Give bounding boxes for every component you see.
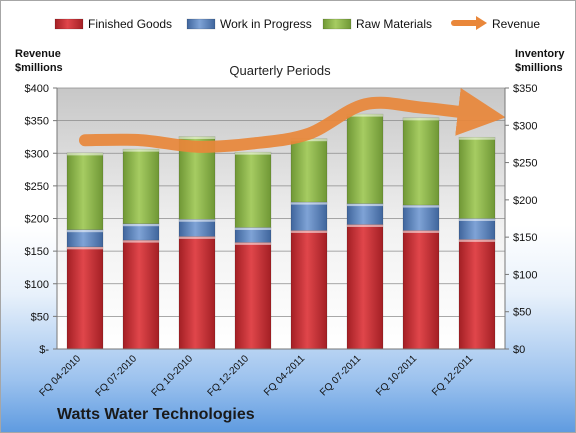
bar-finished-goods [402,230,440,350]
bar-raw-materials-highlight [179,136,215,139]
bar-finished-goods-highlight [403,230,439,233]
bar-work-in-progress-highlight [235,227,271,230]
bar-finished-goods [346,224,384,350]
left-tick-label: $150 [25,246,49,258]
bar-work-in-progress-highlight [67,229,103,233]
bar-finished-goods-highlight [67,246,103,250]
right-tick-label: $150 [513,232,537,244]
left-tick-label: $200 [25,214,49,226]
bar-finished-goods-highlight [235,242,271,245]
bar-finished-goods-highlight [459,239,495,242]
left-tick-label: $100 [25,279,49,291]
company-name: Watts Water Technologies [57,406,255,423]
bar-work-in-progress-highlight [123,223,159,227]
bar-raw-materials [234,151,272,228]
bar-finished-goods [234,242,272,350]
right-tick-label: $250 [513,158,537,170]
right-axis-label-line2: $millions [515,62,563,74]
x-tick-label: FQ 07-2011 [318,353,363,398]
bar-finished-goods-highlight [179,236,215,239]
legend-label: Work in Progress [220,17,312,31]
right-axis-label-line1: Inventory [515,48,565,60]
right-tick-label: $0 [513,344,525,356]
right-tick-label: $300 [513,120,537,132]
left-tick-label: $350 [25,116,49,128]
left-tick-label: $- [39,344,49,356]
bar-work-in-progress-highlight [459,218,495,221]
x-tick-label: FQ 04-2010 [38,353,84,399]
revenue-line-group [79,88,506,153]
bars-group [66,113,496,350]
bar-raw-materials-highlight [347,114,383,117]
x-tick-label: FQ 12-2010 [206,353,252,399]
legend-revenue-arrow [476,16,487,30]
bar-raw-materials-highlight [403,117,439,121]
bar-work-in-progress [458,218,496,240]
bar-raw-materials [290,138,328,203]
x-tick-label: FQ 07-2010 [94,353,140,399]
x-tick-label: FQ 12-2011 [430,353,475,398]
bar-finished-goods [290,230,328,350]
bar-finished-goods-highlight [123,240,159,243]
left-axis-label-line1: Revenue [15,48,61,60]
bar-finished-goods-highlight [291,230,327,233]
bar-raw-materials-highlight [67,152,103,156]
bar-work-in-progress [346,203,384,225]
left-tick-label: $250 [25,181,49,193]
bar-raw-materials-highlight [235,152,271,155]
bar-finished-goods-highlight [347,224,383,227]
bar-work-in-progress [178,218,216,237]
right-tick-label: $100 [513,269,537,281]
bar-raw-materials [458,136,496,219]
right-tick-label: $200 [513,195,537,207]
x-tick-label: FQ 04-2011 [262,353,307,398]
bar-raw-materials [346,113,384,204]
left-tick-label: $400 [25,83,49,95]
x-tick-label: FQ 10-2011 [374,353,419,398]
x-tick-label: FQ 10-2010 [150,353,196,399]
bar-finished-goods [66,246,104,350]
legend-label: Finished Goods [88,17,172,31]
bar-raw-materials-highlight [123,149,159,152]
bar-work-in-progress [66,229,104,248]
bar-work-in-progress [290,201,328,231]
legend-swatch [322,18,352,30]
bar-finished-goods [178,236,216,350]
legend-label: Revenue [492,17,540,31]
right-tick-label: $350 [513,83,537,95]
bar-finished-goods [122,239,160,350]
bar-work-in-progress-highlight [291,202,327,205]
chart-subtitle: Quarterly Periods [229,63,331,78]
revenue-line [79,88,506,153]
bar-work-in-progress-highlight [179,219,215,222]
bar-work-in-progress [402,204,440,231]
legend-label: Raw Materials [356,17,432,31]
left-tick-label: $300 [25,148,49,160]
bar-raw-materials [66,152,104,230]
bar-work-in-progress-highlight [403,205,439,208]
bar-raw-materials [402,117,440,206]
legend-swatch [54,18,84,30]
right-tick-label: $50 [513,307,531,319]
legend: Finished Goods Work in Progress Raw Materi… [54,16,540,31]
left-tick-label: $50 [31,311,49,323]
bar-work-in-progress-highlight [347,203,383,207]
bar-raw-materials [122,148,160,224]
legend-swatch [186,18,216,30]
bar-finished-goods [458,239,496,350]
bar-raw-materials-highlight [459,137,495,140]
left-axis-label-line2: $millions [15,62,63,74]
